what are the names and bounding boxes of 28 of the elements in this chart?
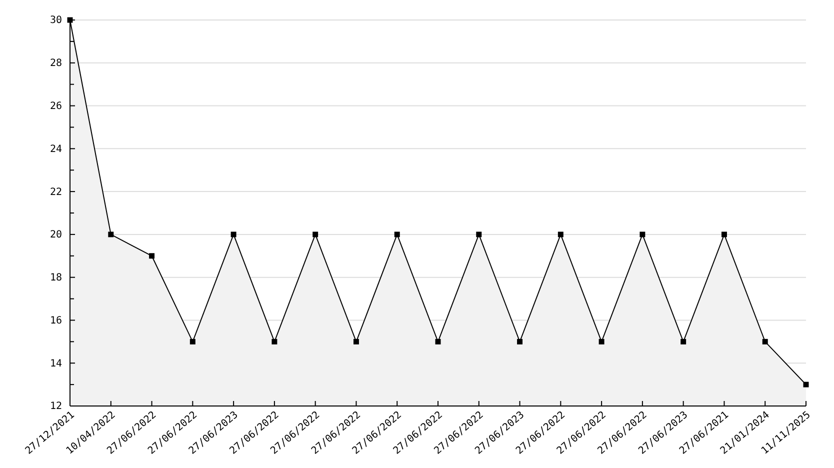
point (558, 232, 564, 238)
point (598, 338, 604, 344)
point (190, 338, 196, 344)
point (721, 232, 727, 238)
y-tick-label: 28 (50, 58, 62, 70)
point (149, 253, 155, 259)
point (312, 232, 318, 238)
point (640, 232, 646, 238)
y-tick-label: 18 (50, 272, 62, 284)
point (108, 232, 114, 238)
point (435, 338, 441, 344)
point (762, 338, 768, 344)
y-tick-label: 16 (50, 315, 62, 326)
point (272, 338, 278, 344)
y-tick-label: 12 (50, 401, 62, 412)
point (353, 338, 359, 344)
y-tick-label: 24 (50, 144, 62, 155)
point (476, 232, 482, 238)
point (230, 232, 236, 238)
y-tick-label: 22 (50, 186, 62, 198)
point (680, 338, 686, 344)
y-tick-label: 30 (50, 15, 62, 26)
y-tick-label: 20 (50, 230, 62, 241)
point (394, 232, 400, 238)
point (803, 382, 809, 388)
y-tick-label: 14 (50, 358, 62, 370)
point (517, 338, 523, 344)
y-tick-label: 26 (50, 100, 62, 112)
